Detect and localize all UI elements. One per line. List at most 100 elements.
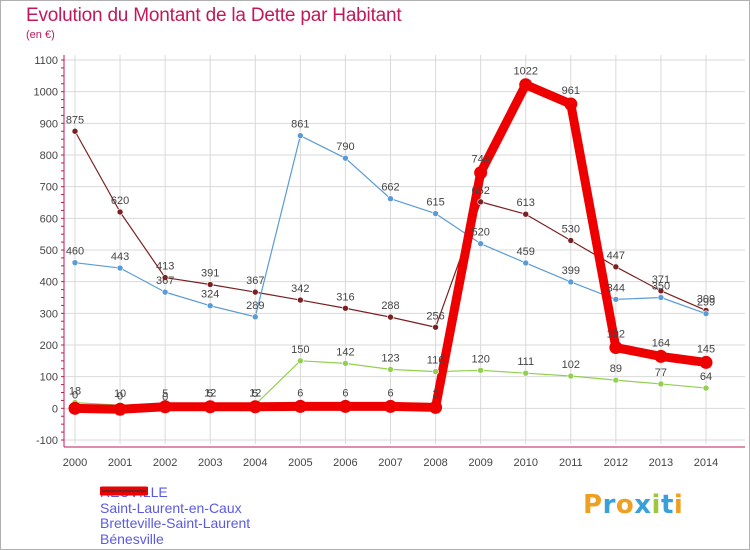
chart-unit: (en €)	[26, 29, 55, 41]
y-tick-label: 1100	[34, 55, 58, 67]
data-label-2: 89	[610, 363, 622, 375]
logo-letter: P	[583, 490, 603, 520]
proxiti-logo: Proxiti	[583, 490, 683, 520]
data-label-0: 164	[652, 337, 670, 349]
series-point-1	[567, 278, 575, 286]
legend-item-bretteville-saint-laurent: Bretteville-Saint-Laurent	[100, 490, 251, 532]
y-tick-label: 900	[40, 118, 58, 130]
series-point-1	[432, 210, 439, 217]
data-label-1: 790	[336, 141, 354, 153]
series-point-1	[71, 259, 79, 266]
series-point-3	[116, 208, 124, 216]
data-label-1: 399	[562, 265, 580, 277]
y-tick-label: 100	[40, 372, 58, 384]
series-point-1	[251, 313, 259, 321]
data-label-1: 443	[111, 251, 129, 263]
x-tick-label: 2002	[153, 457, 177, 469]
data-label-3: 309	[697, 293, 715, 305]
data-label-2: 18	[69, 386, 81, 398]
data-label-3: 875	[66, 114, 84, 126]
data-label-2: 116	[427, 355, 445, 367]
data-label-2: 142	[336, 346, 354, 358]
series-point-3	[342, 304, 349, 312]
data-label-1: 662	[381, 182, 399, 194]
logo-letter: o	[615, 490, 635, 520]
series-point-2	[522, 369, 530, 377]
data-label-2: 12	[204, 388, 216, 400]
series-point-1	[206, 302, 214, 310]
series-point-3	[297, 296, 304, 304]
x-tick-label: 2011	[559, 457, 583, 469]
y-tick-label: 1000	[34, 87, 58, 99]
data-label-2: 77	[655, 367, 667, 379]
series-point-0	[248, 400, 262, 414]
series-point-0	[429, 400, 443, 414]
series-point-3	[387, 313, 394, 321]
data-label-0: 0	[72, 389, 78, 401]
data-label-3: 288	[381, 300, 399, 312]
series-point-1	[387, 195, 394, 202]
data-label-0: 0	[117, 390, 123, 402]
data-label-0: 961	[562, 85, 580, 97]
series-point-3	[432, 323, 439, 331]
series-point-2	[477, 367, 484, 374]
x-tick-label: 2000	[63, 457, 87, 469]
data-label-2: 150	[291, 344, 309, 356]
series-point-3	[657, 287, 665, 295]
legend-item-benesville: Bénesville	[100, 490, 250, 548]
data-label-3: 371	[652, 274, 670, 286]
y-tick-label: 800	[40, 150, 58, 162]
data-label-3: 391	[201, 268, 219, 280]
data-label-3: 613	[517, 197, 535, 209]
logo-letter: i	[651, 490, 661, 520]
x-tick-label: 2004	[243, 457, 267, 469]
legend-item-saint-laurent-en-caux: Saint-Laurent-en-Caux	[100, 490, 250, 517]
y-tick-label: 300	[40, 308, 58, 320]
data-label-0: 145	[697, 343, 715, 355]
series-point-0	[699, 355, 713, 369]
series-point-2	[702, 384, 710, 392]
data-label-3: 620	[111, 195, 129, 207]
data-label-2: 12	[249, 388, 261, 400]
logo-letter: r	[602, 490, 616, 520]
series-point-3	[522, 210, 530, 218]
series-point-3	[251, 288, 259, 296]
chart-title: Evolution du Montant de la Dette par Hab…	[26, 5, 402, 26]
series-point-0	[384, 399, 397, 413]
x-tick-label: 2009	[468, 457, 492, 469]
legend: REUVILLE Saint-Laurent-en-Caux Brettevil…	[100, 485, 250, 547]
data-label-1: 299	[697, 297, 715, 309]
data-label-2: 0	[162, 391, 168, 403]
series-point-1	[612, 296, 620, 303]
data-label-0: 6	[297, 387, 303, 399]
data-label-0: 6	[342, 387, 348, 399]
data-label-1: 344	[607, 282, 625, 294]
data-label-3: 256	[426, 310, 444, 322]
data-label-0: 6	[387, 387, 393, 399]
data-label-3: 342	[291, 283, 309, 295]
legend-swatch-benesville	[102, 490, 146, 492]
series-point-0	[654, 349, 668, 363]
data-label-0: 1022	[513, 66, 537, 78]
series-point-2	[432, 368, 439, 375]
series-point-3	[567, 237, 575, 244]
data-label-1: 459	[517, 246, 535, 258]
legend-label-saint-laurent-en-caux: Saint-Laurent-en-Caux	[100, 499, 242, 516]
series-point-2	[612, 376, 620, 384]
series-point-2	[387, 366, 394, 373]
legend-label-bretteville-saint-laurent: Bretteville-Saint-Laurent	[100, 515, 251, 532]
series-point-0	[68, 401, 82, 415]
data-label-2: 120	[471, 353, 489, 365]
series-point-1	[297, 132, 304, 139]
series-point-2	[657, 380, 665, 388]
series-point-1	[477, 240, 484, 247]
data-label-2: 111	[517, 356, 534, 368]
x-tick-label: 2001	[108, 457, 132, 469]
data-label-1: 324	[201, 289, 219, 301]
logo-letter: t	[660, 490, 674, 520]
data-label-1: 289	[246, 300, 264, 312]
series-point-1	[161, 288, 169, 296]
series-point-3	[612, 263, 620, 271]
data-label-0: 3	[433, 388, 439, 400]
series-point-0	[158, 400, 172, 414]
